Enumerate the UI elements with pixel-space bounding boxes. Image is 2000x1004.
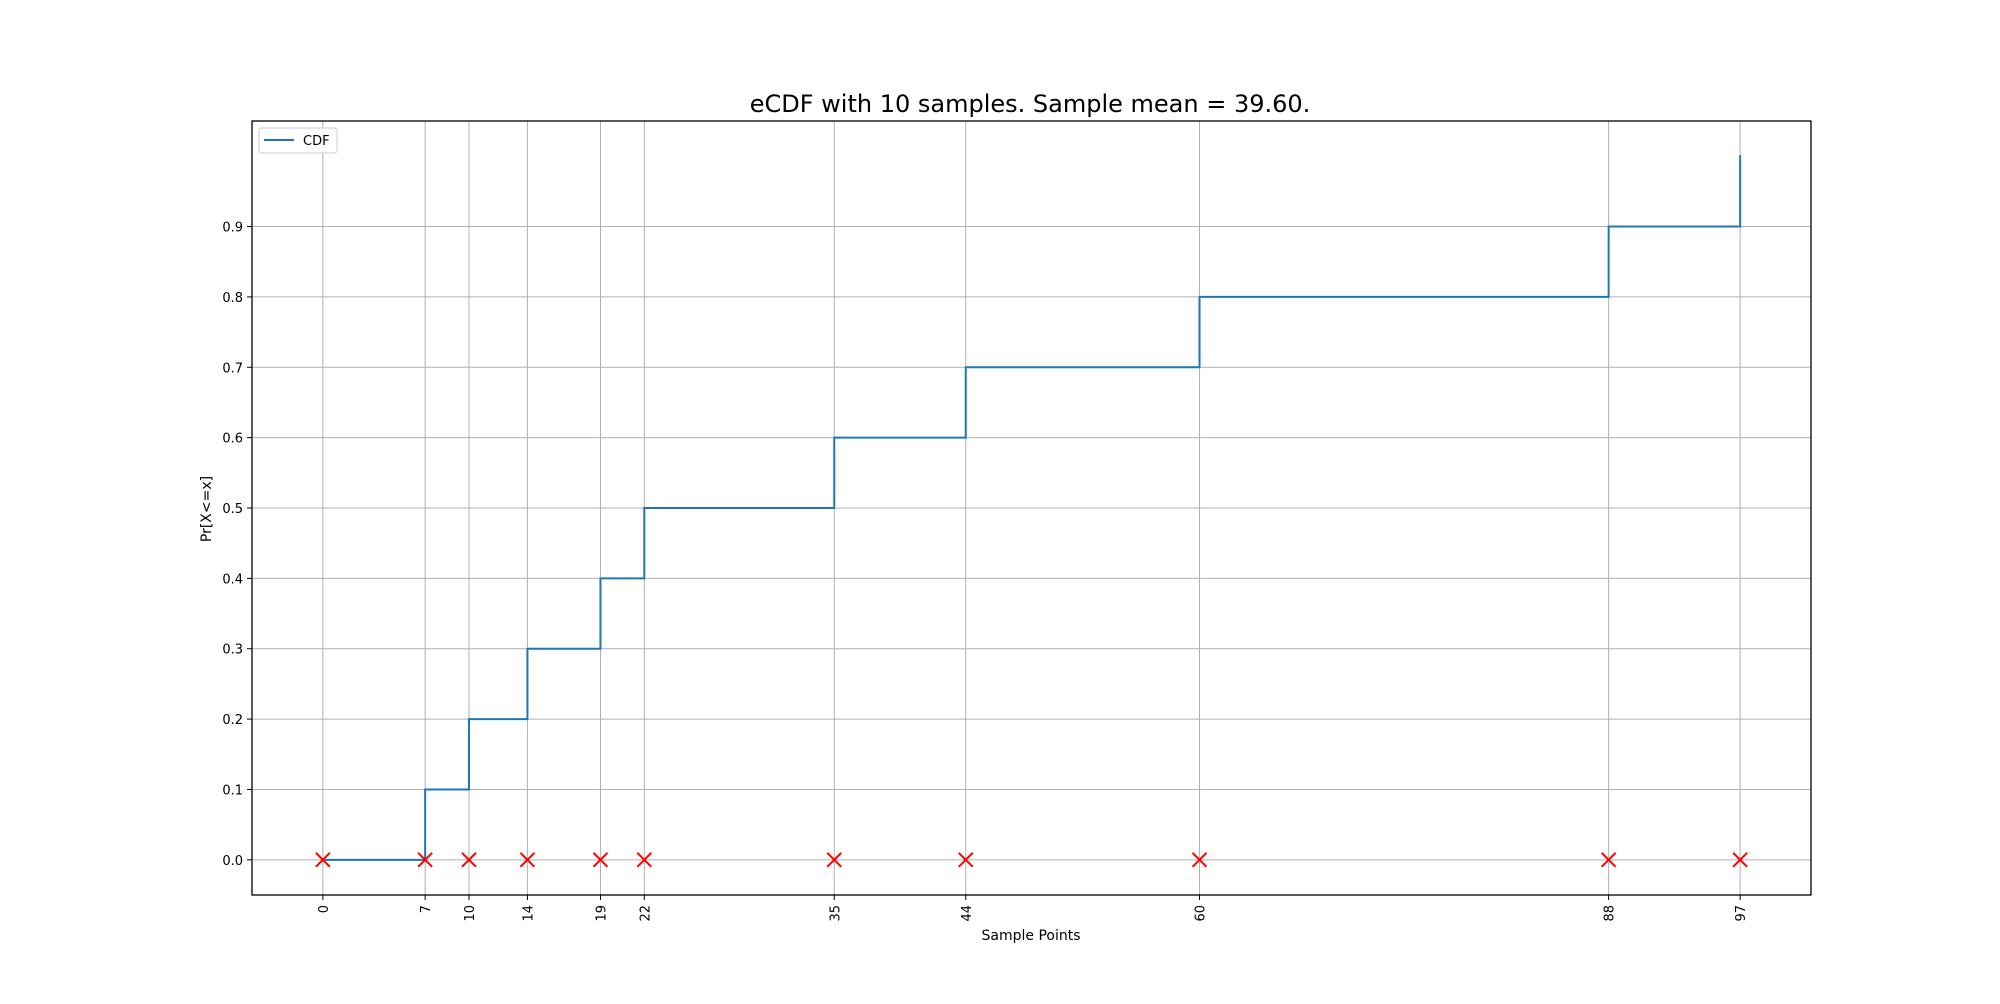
sample-marker bbox=[1191, 852, 1208, 868]
x-tick-label: 14 bbox=[521, 905, 536, 922]
x-tick-label: 35 bbox=[828, 905, 843, 922]
legend-box bbox=[258, 127, 338, 154]
sample-marker bbox=[1600, 852, 1617, 868]
sample-marker bbox=[461, 852, 477, 868]
sample-marker bbox=[1732, 852, 1748, 868]
x-tick-label: 44 bbox=[960, 905, 975, 922]
y-tick-label: 0.4 bbox=[222, 572, 243, 587]
x-tick-label: 22 bbox=[638, 905, 653, 922]
chart-title: eCDF with 10 samples. Sample mean = 39.6… bbox=[750, 90, 1311, 118]
y-tick-label: 0.9 bbox=[222, 221, 243, 236]
y-tick-label: 0.1 bbox=[222, 783, 243, 798]
x-tick-label: 97 bbox=[1734, 905, 1749, 922]
sample-markers bbox=[315, 852, 1748, 868]
sample-marker bbox=[519, 852, 536, 868]
x-tick-label: 7 bbox=[419, 905, 434, 913]
y-tick-label: 0.2 bbox=[222, 713, 243, 728]
y-tick-label: 0.0 bbox=[222, 854, 243, 869]
cdf-step-line bbox=[321, 155, 1742, 861]
y-tick-label: 0.7 bbox=[222, 361, 243, 376]
y-axis-ticks: 0.0 0.1 0.2 0.3 0.4 0.5 0.6 0.7 0.8 0.9 bbox=[222, 221, 252, 869]
y-tick-label: 0.8 bbox=[222, 291, 243, 306]
x-axis-label: Sample Points bbox=[982, 928, 1081, 944]
legend: CDF bbox=[258, 127, 338, 154]
sample-marker bbox=[417, 852, 433, 868]
y-tick-label: 0.5 bbox=[222, 502, 243, 517]
series-layer bbox=[321, 155, 1742, 861]
sample-marker bbox=[592, 852, 609, 868]
x-tick-label: 88 bbox=[1603, 905, 1618, 922]
x-tick-label: 10 bbox=[463, 905, 478, 922]
legend-label-cdf: CDF bbox=[303, 134, 330, 149]
sample-marker bbox=[826, 852, 842, 868]
y-tick-label: 0.6 bbox=[222, 432, 243, 447]
y-axis-label: Pr[X<=x] bbox=[199, 476, 215, 542]
x-tick-label: 60 bbox=[1194, 905, 1209, 922]
sample-marker bbox=[315, 852, 331, 868]
sample-marker bbox=[636, 852, 653, 868]
x-tick-label: 0 bbox=[317, 905, 332, 913]
sample-marker bbox=[958, 852, 974, 868]
x-axis-ticks: 0 7 10 14 19 22 35 44 60 88 97 bbox=[317, 895, 1749, 922]
y-tick-label: 0.3 bbox=[222, 643, 243, 658]
x-tick-label: 19 bbox=[594, 905, 609, 922]
